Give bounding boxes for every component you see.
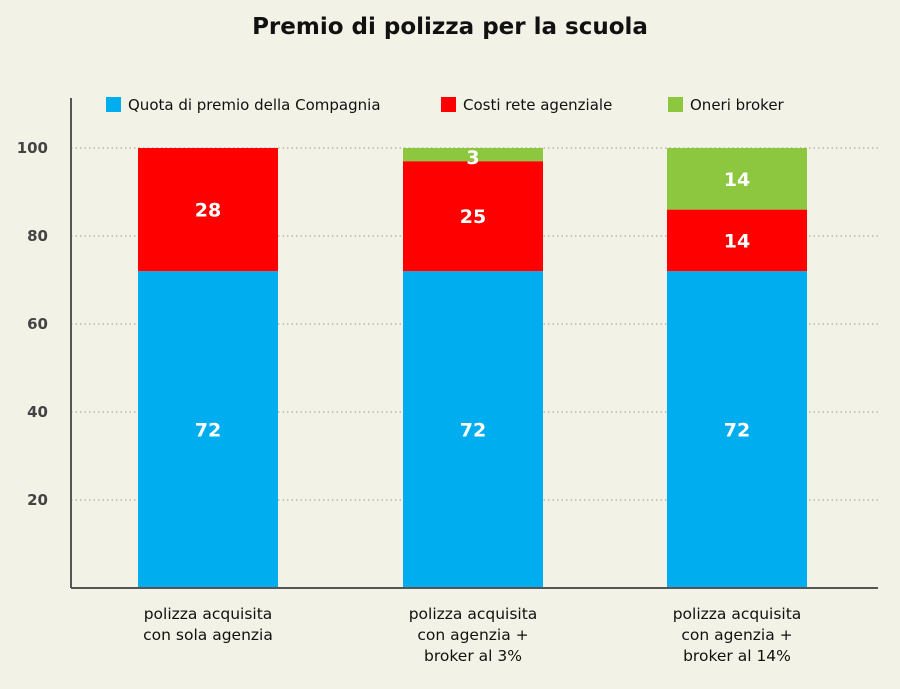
y-tick-label: 20 [27, 491, 48, 509]
bar-segment [403, 148, 543, 162]
bar-segment [667, 271, 807, 588]
legend-label: Costi rete agenziale [463, 96, 612, 114]
x-category-label: con agenzia + [681, 626, 792, 644]
x-category-label: broker al 14% [683, 647, 791, 665]
data-label: 3 [466, 147, 479, 169]
bar-segment [138, 271, 278, 588]
data-label: 25 [460, 206, 486, 228]
data-label: 28 [195, 200, 221, 222]
chart-title: Premio di polizza per la scuola [252, 14, 648, 40]
bar-segment [403, 271, 543, 588]
x-category-label: polizza acquisita [144, 605, 273, 623]
data-label: 72 [195, 420, 221, 442]
legend-swatch [106, 97, 121, 112]
x-category-label: con agenzia + [417, 626, 528, 644]
data-label: 14 [724, 169, 750, 191]
data-label: 72 [724, 420, 750, 442]
legend-label: Oneri broker [690, 96, 785, 114]
bar-segment [667, 209, 807, 272]
legend-label: Quota di premio della Compagnia [128, 96, 381, 114]
data-label: 14 [724, 230, 750, 252]
y-tick-label: 80 [27, 227, 48, 245]
x-category-label: broker al 3% [424, 647, 522, 665]
legend-swatch [441, 97, 456, 112]
x-category-label: polizza acquisita [673, 605, 802, 623]
legend-swatch [668, 97, 683, 112]
y-tick-label: 40 [27, 403, 48, 421]
x-category-label: con sola agenzia [143, 626, 273, 644]
x-category-label: polizza acquisita [409, 605, 538, 623]
y-tick-label: 60 [27, 315, 48, 333]
bar-segment [138, 148, 278, 272]
data-label: 72 [460, 420, 486, 442]
y-tick-label: 100 [17, 139, 48, 157]
bar-segment [403, 161, 543, 272]
bar-segment [667, 148, 807, 210]
